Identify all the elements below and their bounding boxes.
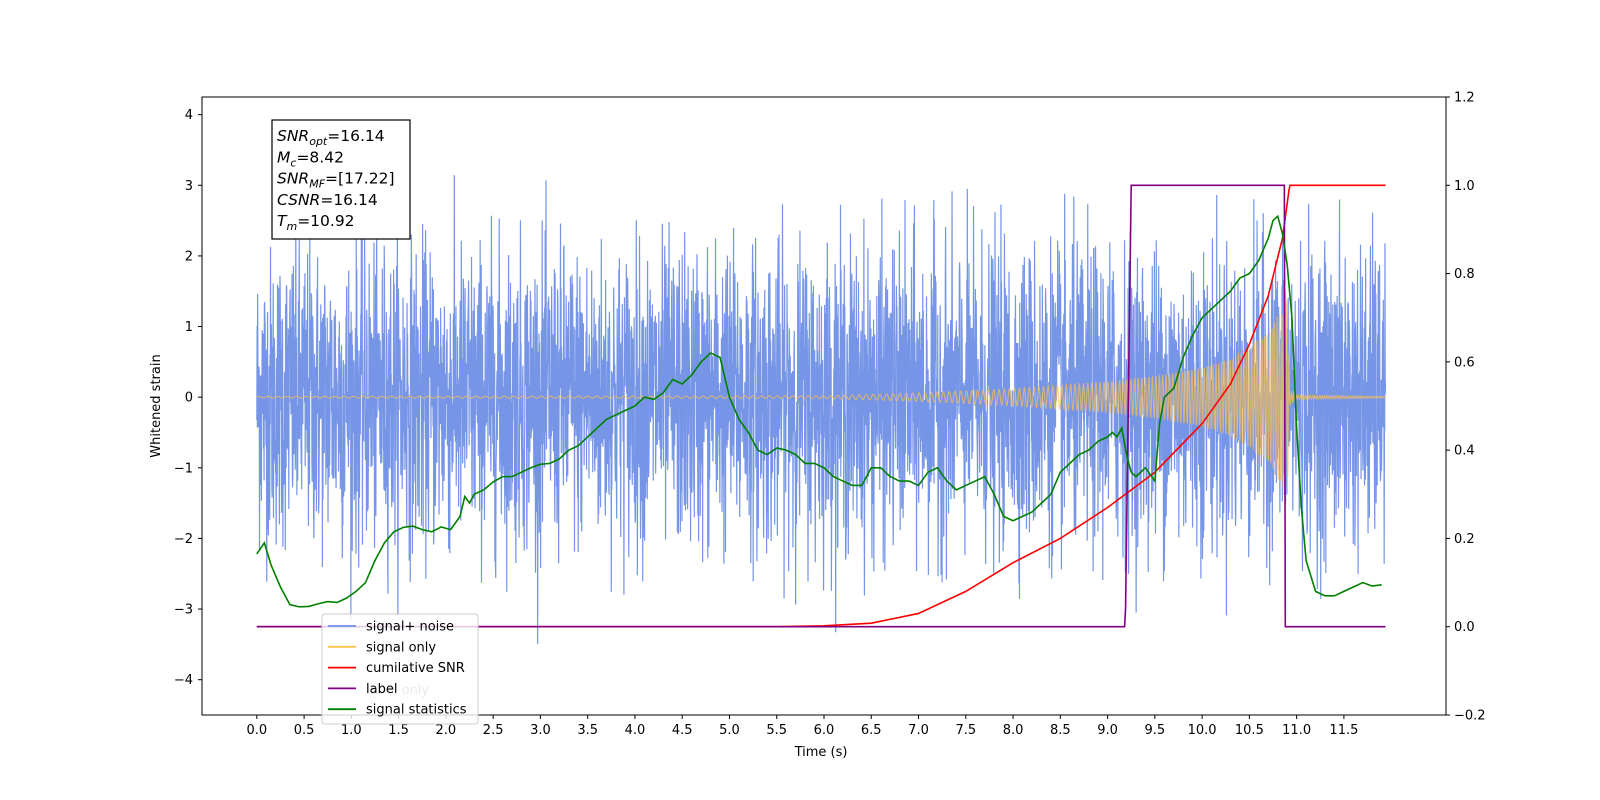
annotation-subscript: c — [290, 156, 296, 169]
x-tick-label: 11.0 — [1282, 723, 1311, 738]
y-tick-label: 2 — [185, 249, 193, 264]
annotation-symbol: CSNR — [277, 191, 320, 209]
x-tick-label: 10.5 — [1235, 723, 1264, 738]
x-tick-label: 8.5 — [1050, 723, 1071, 738]
series-signal-only — [256, 299, 1386, 496]
y2-tick-label: 0.0 — [1454, 620, 1475, 635]
y-tick-label: 0 — [185, 391, 193, 406]
x-tick-label: 3.5 — [577, 723, 598, 738]
x-tick-label: 6.5 — [861, 723, 882, 738]
x-tick-label: 1.0 — [341, 723, 362, 738]
y-axis-right: 1.2 1.0 0.8 0.6 0.4 0.2 0.0 −0.2 — [1446, 91, 1486, 724]
x-tick-label: 3.0 — [530, 723, 551, 738]
annotation-symbol: SNR — [277, 127, 309, 145]
series-signal-statistics — [256, 214, 1382, 608]
legend-label: signal only — [366, 640, 436, 655]
x-tick-label: 10.0 — [1188, 723, 1217, 738]
annotation-line: SNRMF=[17.22] — [277, 170, 395, 191]
annotation-line: Mc=8.42 — [277, 148, 344, 169]
x-tick-label: 7.5 — [955, 723, 976, 738]
y-tick-label: −4 — [174, 673, 193, 688]
legend-frame — [321, 613, 479, 725]
y2-tick-label: 0.2 — [1454, 532, 1475, 547]
x-tick-label: 4.5 — [672, 723, 693, 738]
annotation-frame — [271, 119, 411, 240]
annotation-value: =10.92 — [297, 212, 354, 230]
annotation-value: =[17.22] — [325, 170, 394, 188]
series-layer — [256, 175, 1387, 644]
x-axis-label: Time (s) — [794, 745, 848, 760]
y2-tick-label: 1.2 — [1454, 91, 1475, 106]
y-tick-label: −1 — [174, 461, 193, 476]
y-tick-label: 1 — [185, 320, 193, 335]
series-cumilative-snr — [256, 184, 1386, 628]
y-tick-label: 4 — [185, 108, 193, 123]
annotation-value: =8.42 — [296, 148, 344, 166]
series-signal-noise — [256, 175, 1387, 644]
y2-tick-label: 0.8 — [1454, 267, 1475, 282]
y2-tick-label: 0.6 — [1454, 355, 1475, 370]
annotation-box: SNRopt=16.14Mc=8.42SNRMF=[17.22]CSNR=16.… — [271, 119, 411, 240]
x-tick-label: 8.0 — [1003, 723, 1024, 738]
x-tick-label: 6.0 — [814, 723, 835, 738]
x-tick-label: 9.5 — [1145, 723, 1166, 738]
y-tick-label: −2 — [174, 532, 193, 547]
x-tick-label: 11.5 — [1329, 723, 1358, 738]
x-axis: 0.0 0.5 1.0 1.5 2.0 2.5 3.0 3.5 4.0 4.5 5.0 5.5 6.0 6… — [246, 715, 1358, 738]
y-tick-label: −3 — [174, 603, 193, 618]
annotation-subscript: MF — [309, 178, 325, 191]
y2-tick-label: −0.2 — [1454, 709, 1486, 724]
y-axis-label: Whitened strain — [149, 354, 164, 457]
x-tick-label: 0.5 — [294, 723, 315, 738]
legend-label: cumilative SNR — [366, 661, 465, 676]
x-tick-label: 4.0 — [625, 723, 646, 738]
x-tick-label: 1.5 — [388, 723, 409, 738]
y2-tick-label: 0.4 — [1454, 444, 1475, 459]
legend-label: signal statistics — [366, 703, 467, 718]
annotation-line: CSNR=16.14 — [277, 191, 378, 209]
x-tick-label: 9.0 — [1097, 723, 1118, 738]
annotation-value: =16.14 — [320, 191, 377, 209]
x-tick-label: 2.0 — [436, 723, 457, 738]
annotation-subscript: opt — [309, 135, 328, 148]
annotation-symbol: M — [277, 148, 290, 166]
annotation-symbol: SNR — [277, 170, 309, 188]
x-tick-label: 5.0 — [719, 723, 740, 738]
y-axis-left: 4 3 2 1 0 −1 −2 −3 −4 — [174, 108, 202, 688]
series-label — [256, 184, 1386, 628]
legend-label: signal+ noise — [366, 620, 454, 635]
annotation-symbol: T — [277, 212, 288, 230]
x-tick-label: 5.5 — [766, 723, 787, 738]
legend-label: label — [366, 682, 397, 697]
x-tick-label: 0.0 — [246, 723, 267, 738]
annotation-subscript: m — [286, 220, 297, 233]
y-tick-label: 3 — [185, 179, 193, 194]
annotation-value: =16.14 — [327, 127, 384, 145]
annotation-line: Tm=10.92 — [277, 212, 355, 233]
x-tick-label: 7.0 — [908, 723, 929, 738]
x-tick-label: 2.5 — [483, 723, 504, 738]
y2-tick-label: 1.0 — [1454, 179, 1475, 194]
annotation-line: SNRopt=16.14 — [277, 127, 385, 148]
